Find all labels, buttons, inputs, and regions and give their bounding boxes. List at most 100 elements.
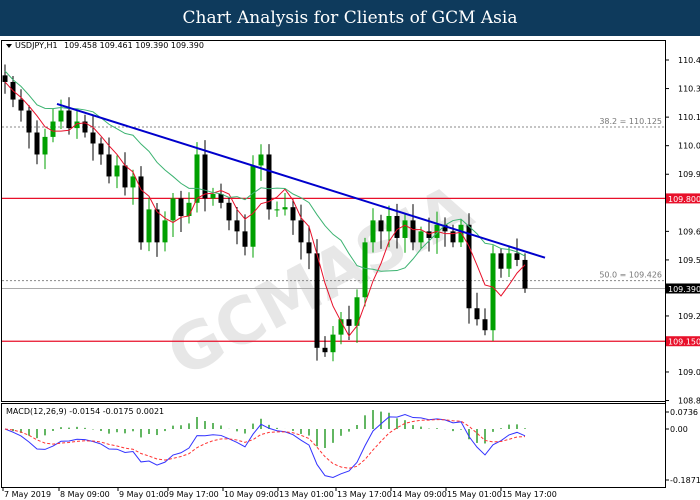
- bull-candle: [250, 165, 256, 247]
- current-price-tag: [666, 283, 700, 294]
- bear-candle: [498, 253, 504, 269]
- macd-y-tick-label: 0.0736: [670, 408, 698, 417]
- bear-candle: [138, 176, 144, 243]
- y-tick-label: 110.040: [678, 142, 700, 151]
- y-tick-label: 109.265: [678, 312, 700, 321]
- bull-candle: [162, 220, 168, 243]
- bear-candle: [378, 220, 384, 232]
- resistance-tag: [666, 193, 700, 204]
- x-tick-label: 9 May 17:00: [169, 490, 219, 499]
- bull-candle: [146, 209, 152, 243]
- x-tick-label: 7 May 2019: [4, 490, 51, 499]
- bull-candle: [258, 154, 264, 166]
- bear-candle: [306, 242, 312, 254]
- bull-candle: [370, 220, 376, 243]
- bear-candle: [394, 215, 400, 238]
- bear-candle: [346, 319, 352, 326]
- y-tick-label: 109.650: [678, 227, 700, 236]
- macd-y-tick-label: 0.00: [670, 425, 688, 434]
- bull-candle: [58, 110, 64, 122]
- bear-candle: [522, 259, 528, 289]
- bull-candle: [42, 136, 48, 155]
- bear-candle: [474, 308, 480, 320]
- bull-candle: [362, 242, 368, 298]
- bull-candle: [458, 224, 464, 243]
- slow-ma-line: [4, 70, 526, 272]
- bear-candle: [106, 154, 112, 177]
- resistance-tag-label: 109.800: [668, 195, 700, 204]
- bull-candle: [194, 154, 200, 203]
- bull-candle: [130, 176, 136, 188]
- bear-candle: [266, 154, 272, 210]
- bull-candle: [418, 231, 424, 243]
- bear-candle: [426, 231, 432, 238]
- bull-candle: [186, 202, 192, 216]
- x-tick-label: 13 May 01:00: [279, 490, 334, 499]
- bull-candle: [386, 215, 392, 232]
- fib-label: 50.0 = 109.426: [599, 271, 662, 280]
- bull-candle: [402, 220, 408, 238]
- bear-candle: [26, 110, 32, 133]
- bear-candle: [290, 207, 296, 221]
- bear-candle: [410, 220, 416, 243]
- support-tag-label: 109.150: [668, 338, 700, 347]
- y-tick-label: 108.880: [678, 397, 700, 406]
- bull-candle: [282, 207, 288, 210]
- bull-candle: [210, 194, 216, 199]
- bear-candle: [178, 198, 184, 216]
- bear-candle: [122, 165, 128, 188]
- bull-candle: [490, 253, 496, 331]
- x-tick-label: 15 May 01:00: [447, 490, 502, 499]
- bull-candle: [74, 121, 80, 129]
- bear-candle: [202, 154, 208, 199]
- x-tick-label: 10 May 09:00: [224, 490, 279, 499]
- bear-candle: [2, 75, 8, 82]
- bull-candle: [338, 319, 344, 335]
- bull-candle: [330, 334, 336, 353]
- bull-candle: [354, 297, 360, 326]
- support-tag: [666, 336, 700, 347]
- bear-candle: [466, 224, 472, 309]
- chart-title: Chart Analysis for Clients of GCM Asia: [0, 0, 700, 36]
- x-tick-label: 8 May 09:00: [60, 490, 110, 499]
- bear-candle: [450, 231, 456, 243]
- bear-candle: [154, 209, 160, 243]
- x-tick-label: 13 May 17:00: [337, 490, 392, 499]
- macd-label: MACD(12,26,9) -0.0154 -0.0175 0.0021: [6, 407, 164, 416]
- bear-candle: [442, 224, 448, 232]
- bear-candle: [218, 194, 224, 203]
- bear-candle: [298, 220, 304, 243]
- bear-candle: [242, 231, 248, 247]
- y-tick-label: 109.010: [678, 368, 700, 377]
- y-tick-label: 110.300: [678, 85, 700, 94]
- ohlc-label: 109.458 109.461 109.390 109.390: [64, 41, 204, 50]
- x-tick-label: 9 May 01:00: [119, 490, 169, 499]
- macd-line: [4, 414, 526, 478]
- bear-candle: [514, 253, 520, 260]
- bear-candle: [226, 202, 232, 221]
- signal-line: [4, 419, 526, 469]
- bear-candle: [322, 347, 328, 353]
- x-tick-label: 14 May 09:00: [392, 490, 447, 499]
- collapse-arrow-icon[interactable]: [6, 44, 12, 48]
- fib-label: 38.2 = 110.125: [599, 117, 662, 126]
- bear-candle: [18, 99, 24, 111]
- x-tick-label: 15 May 17:00: [502, 490, 557, 499]
- bear-candle: [482, 319, 488, 331]
- bull-candle: [170, 198, 176, 221]
- bull-candle: [50, 121, 56, 137]
- y-tick-label: 109.910: [678, 170, 700, 179]
- symbol-label: USDJPY,H1: [15, 41, 58, 50]
- bear-candle: [82, 121, 88, 133]
- current-price-tag-label: 109.390: [668, 285, 700, 294]
- bear-candle: [34, 132, 40, 155]
- bull-candle: [274, 209, 280, 211]
- downtrend-line: [56, 102, 546, 259]
- y-tick-label: 110.430: [678, 56, 700, 65]
- macd-y-tick-label: -0.1871: [670, 476, 700, 485]
- bear-candle: [90, 132, 96, 144]
- bear-candle: [66, 110, 72, 129]
- bear-candle: [234, 220, 240, 232]
- bear-candle: [98, 143, 104, 155]
